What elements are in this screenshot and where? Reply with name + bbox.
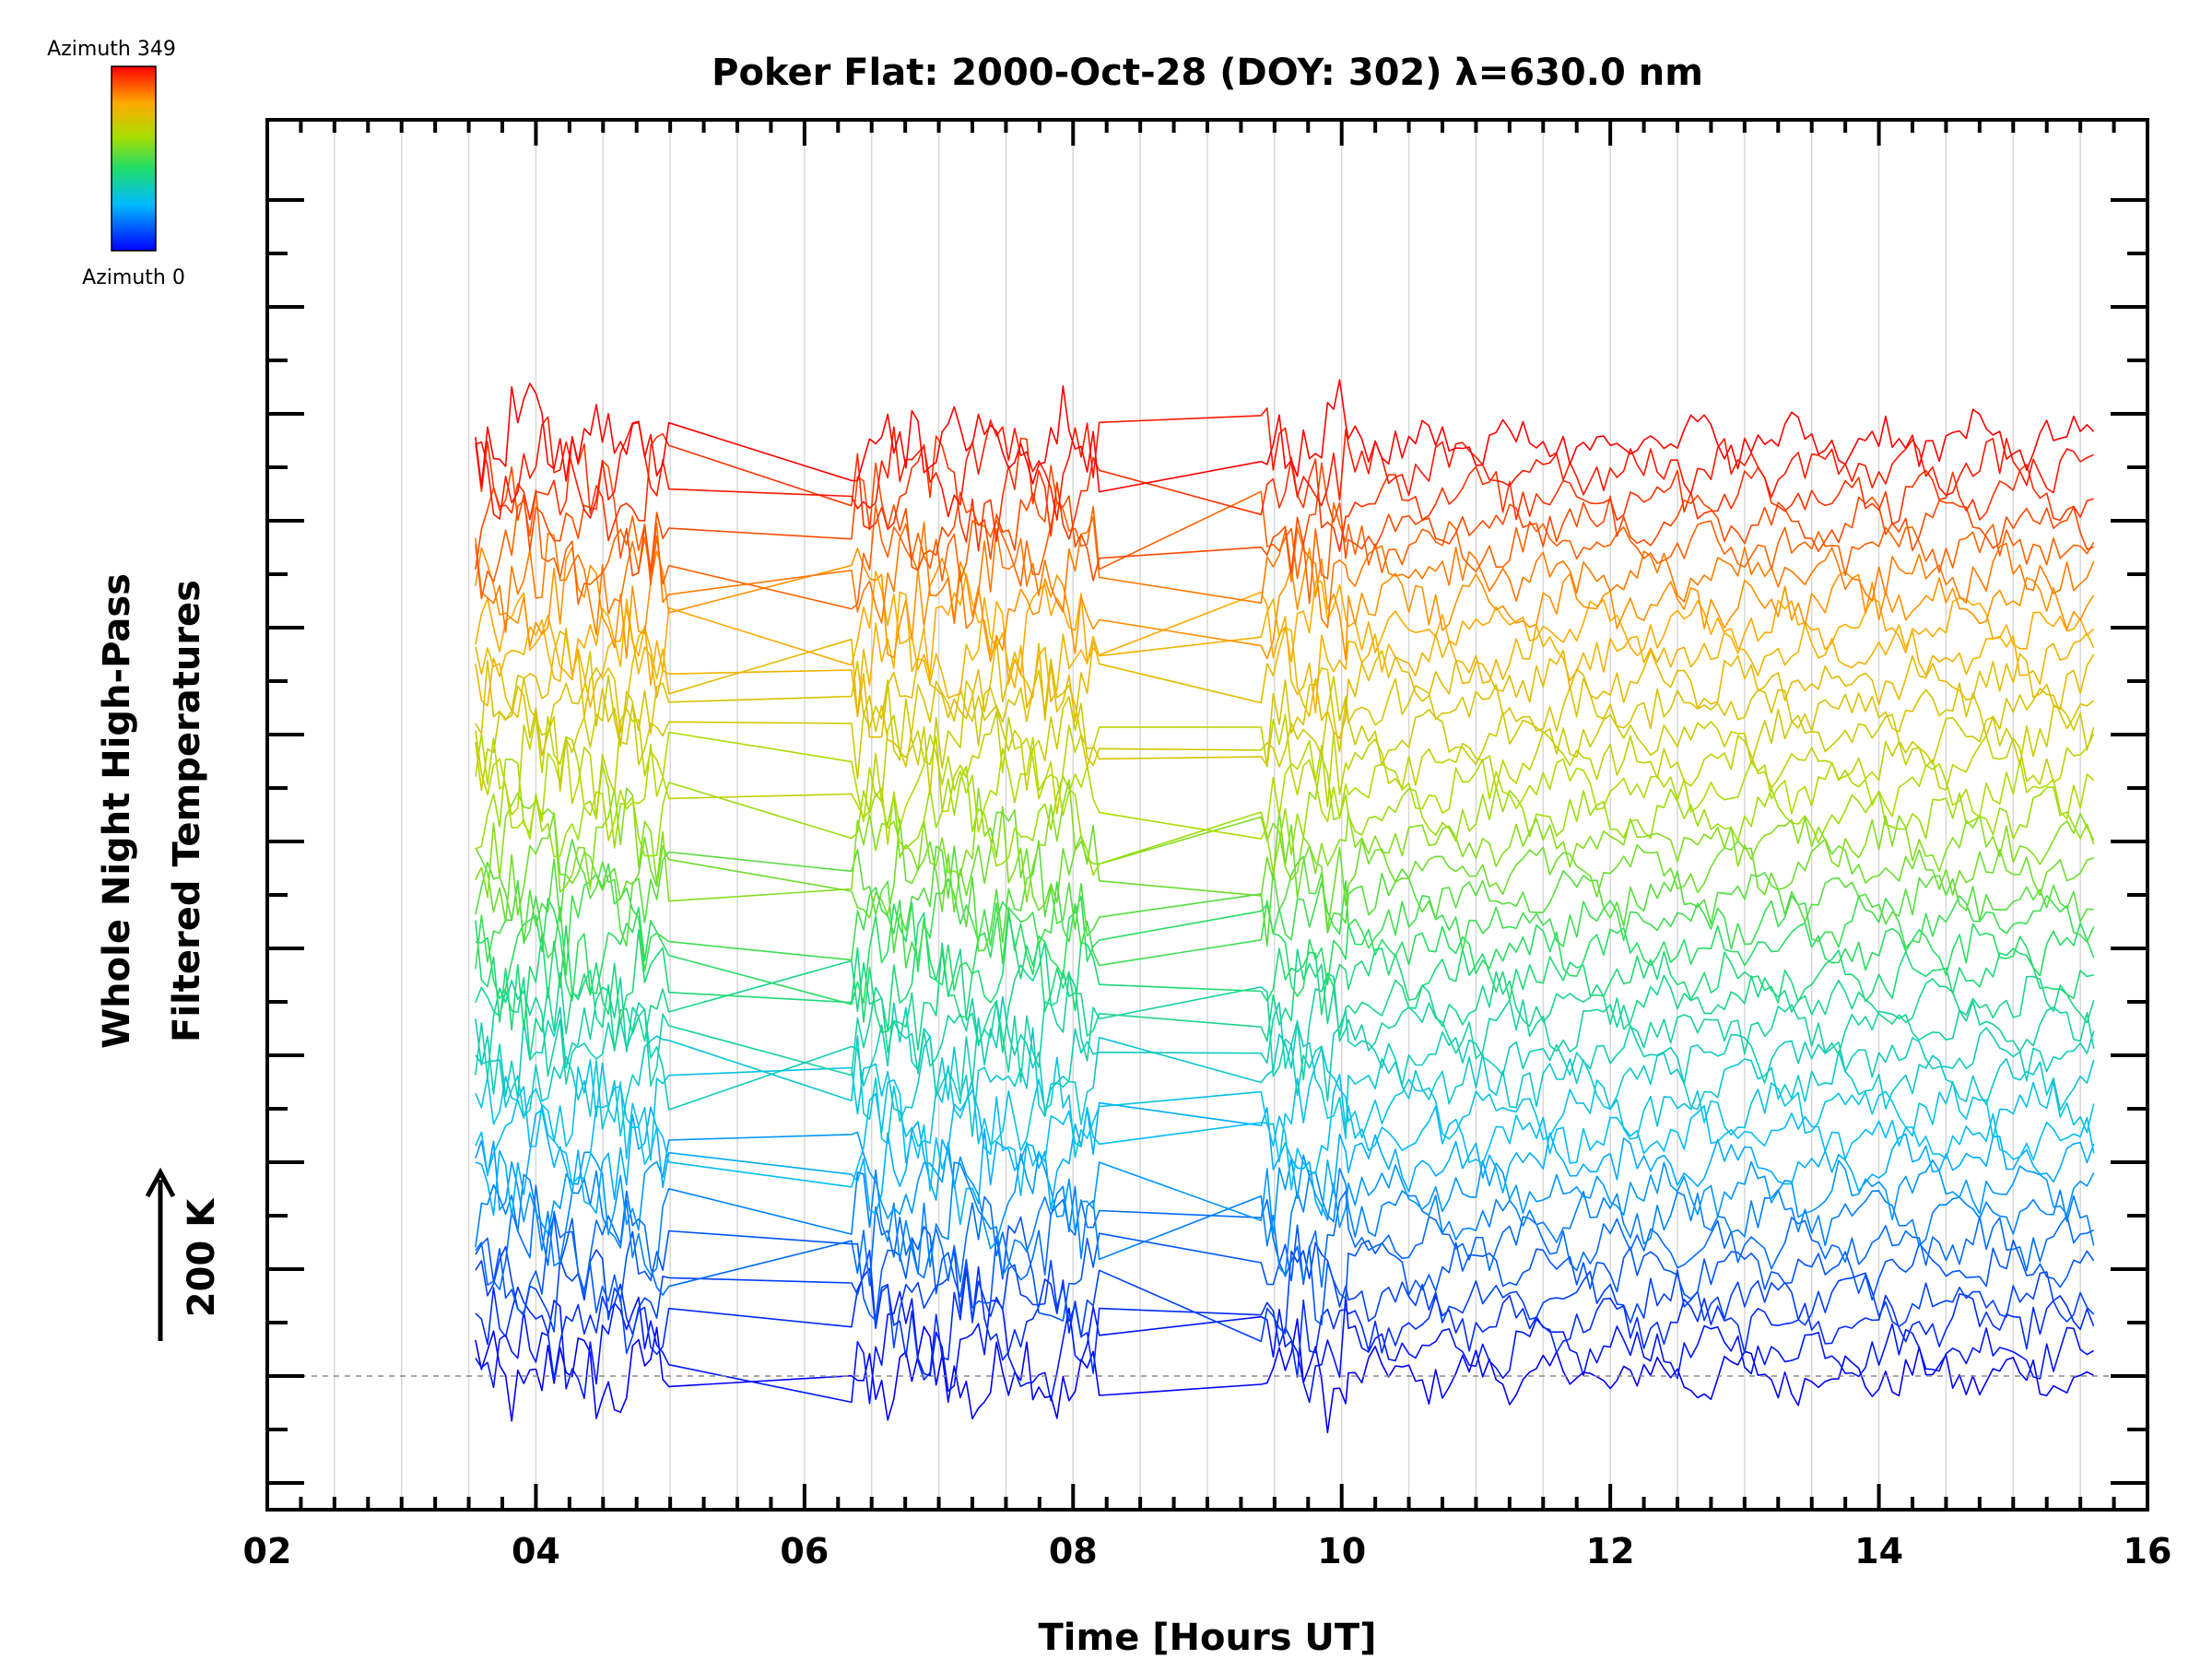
- series-line: [475, 1046, 2095, 1163]
- series-line: [475, 1021, 2095, 1145]
- x-tick-label: 02: [243, 1531, 292, 1571]
- colorbar-bottom-label: Azimuth 0: [82, 266, 185, 289]
- x-tick-label: 08: [1049, 1531, 1098, 1571]
- x-axis-label: Time [Hours UT]: [1039, 1617, 1377, 1659]
- series-line: [475, 972, 2095, 1087]
- series-line: [475, 756, 2095, 877]
- series-line: [475, 1131, 2095, 1250]
- chart-title: Poker Flat: 2000-Oct-28 (DOY: 302) λ=630…: [712, 52, 1703, 94]
- series-line: [475, 895, 2095, 1006]
- axis-ticks: [265, 120, 2149, 1510]
- series-line: [475, 674, 2095, 795]
- series-line: [475, 912, 2094, 1033]
- series-line: [475, 731, 2095, 845]
- series-line: [475, 460, 2094, 582]
- scale-bar: 200 K: [145, 1167, 223, 1341]
- series-line: [475, 488, 2095, 610]
- series-line: [475, 547, 2095, 663]
- series-line: [475, 516, 2095, 636]
- series-line: [475, 379, 2095, 493]
- x-tick-label: 14: [1854, 1531, 1903, 1571]
- plot-frame: [265, 118, 2149, 1512]
- x-tick-label: 04: [512, 1531, 560, 1571]
- series-line: [475, 808, 2094, 931]
- grid-lines: [334, 120, 2081, 1510]
- x-tick-label: 12: [1586, 1531, 1635, 1571]
- series-line: [475, 1290, 2095, 1405]
- y-axis-label-line-1: Whole Night High-Pass: [96, 573, 138, 1049]
- y-axis-label-line-2: Filtered Temperatures: [166, 580, 208, 1042]
- series-line: [475, 1241, 2095, 1355]
- colorbar: Azimuth 349 Azimuth 0: [47, 38, 185, 289]
- series-line: [475, 1215, 2095, 1325]
- series-line: [475, 407, 2095, 521]
- x-tick-label: 06: [780, 1531, 829, 1571]
- series-line: [475, 1161, 2095, 1277]
- series-line: [475, 432, 2094, 553]
- series-line: [475, 941, 2095, 1060]
- series-line: [475, 591, 2095, 718]
- x-tick-label: 16: [2124, 1531, 2172, 1571]
- colorbar-top-label: Azimuth 349: [47, 38, 176, 61]
- series-line: [475, 570, 2095, 687]
- series-line: [475, 1265, 2095, 1381]
- series-line: [475, 708, 2095, 820]
- series-line: [475, 779, 2095, 903]
- colorbar-gradient: [111, 65, 157, 252]
- series-line: [475, 1074, 2095, 1196]
- scale-bar-label: 200 K: [181, 1197, 223, 1317]
- x-tick-labels: 02 04 06 08 10 12 14 16: [243, 1531, 2172, 1571]
- x-tick-label: 10: [1317, 1531, 1366, 1571]
- series-line: [475, 626, 2095, 739]
- series-layer: [475, 379, 2095, 1434]
- series-line: [475, 863, 2095, 976]
- series-line: [475, 1184, 2095, 1296]
